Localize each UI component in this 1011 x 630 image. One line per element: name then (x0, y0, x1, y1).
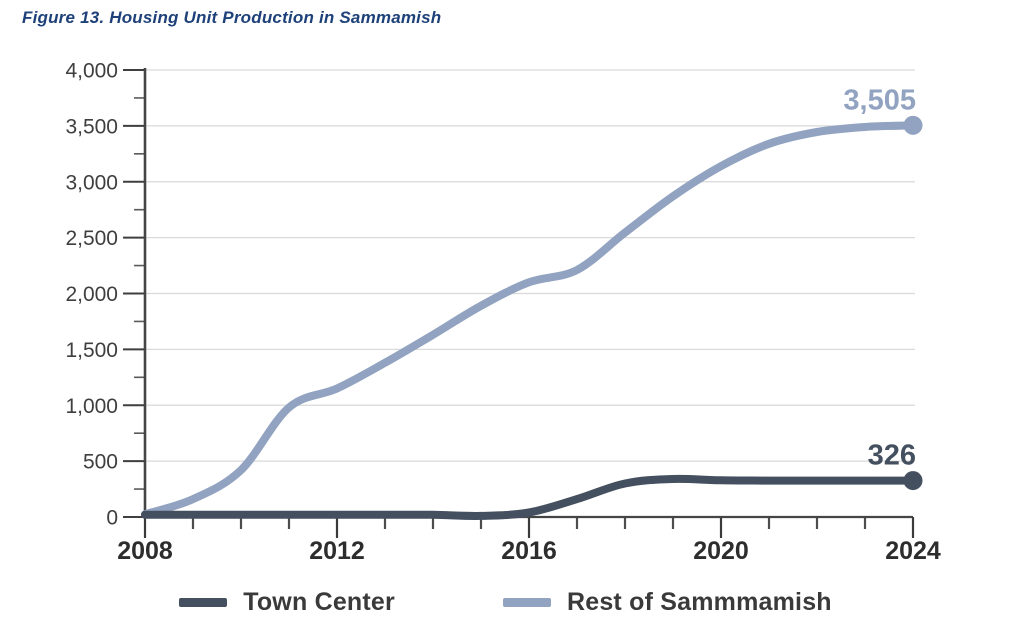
end-value-label-rest-of-sammmamish: 3,505 (843, 84, 916, 116)
line-rest-of-sammmamish (141, 121, 917, 519)
x-tick-label-2020: 2020 (693, 537, 749, 565)
y-tick-label-2-500: 2,500 (65, 227, 118, 250)
series-end-markers (903, 115, 923, 491)
y-tick-label-3-500: 3,500 (65, 115, 118, 138)
line-town-center (141, 474, 917, 520)
y-gridlines (145, 69, 915, 462)
y-tick-label-3-000: 3,000 (65, 171, 118, 194)
series-end-labels: 3,505 326 (843, 84, 916, 471)
legend-label-town-center: Town Center (243, 588, 395, 616)
x-tick-label-2008: 2008 (117, 537, 173, 565)
endpoint-marker-town-center (903, 471, 923, 491)
x-tick-label-2016: 2016 (501, 537, 557, 565)
x-tick-label-2012: 2012 (309, 537, 365, 565)
x-ticks (143, 517, 915, 538)
end-value-label-town-center: 326 (868, 440, 916, 472)
legend-label-rest-of-sammmamish: Rest of Sammmamish (566, 588, 832, 616)
y-tick-label-1-500: 1,500 (65, 339, 118, 362)
rest-of-sammmamish-swatch (502, 598, 551, 607)
x-tick-label-2024: 2024 (885, 537, 941, 565)
x-tick-labels: 2008 2012 2016 2020 2024 (117, 537, 941, 565)
series-lines (141, 121, 917, 520)
y-tick-label-1-000: 1,000 (65, 395, 118, 418)
y-tick-labels: 0 500 1,000 1,500 2,000 2,500 3,000 3,500 4,000 (65, 60, 118, 530)
legend-item-rest-of-sammmamish: Rest of Sammmamish (502, 588, 832, 617)
figure-title: Figure 13. Housing Unit Production in Sa… (22, 8, 442, 27)
y-major-ticks (123, 69, 146, 518)
town-center-swatch (179, 598, 228, 607)
y-tick-label-0: 0 (106, 507, 118, 530)
y-tick-label-2-000: 2,000 (65, 283, 118, 306)
legend-item-town-center: Town Center (179, 588, 395, 617)
chart-legend: Town Center Rest of Sammmamish (0, 588, 1011, 617)
y-tick-label-500: 500 (83, 451, 118, 474)
endpoint-marker-rest-of-sammmamish (903, 115, 923, 135)
y-tick-label-4-000: 4,000 (65, 60, 118, 83)
